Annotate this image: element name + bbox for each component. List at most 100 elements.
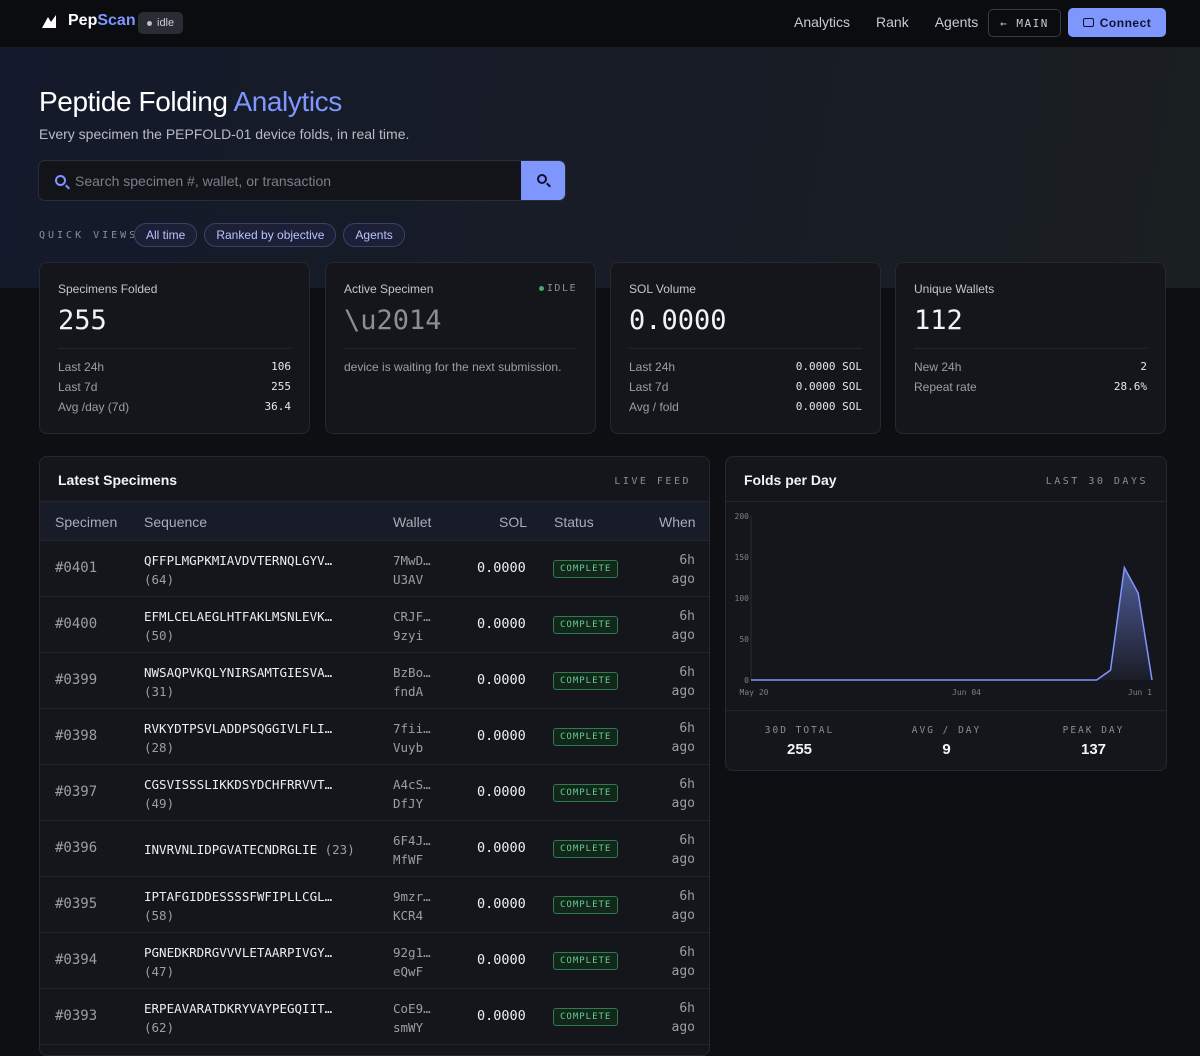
chip-ranked-by-objective[interactable]: Ranked by objective [204, 223, 337, 247]
y-tick-label: 0 [744, 676, 749, 685]
page-subtitle: Every specimen the PEPFOLD-01 device fol… [39, 126, 410, 142]
status-badge: COMPLETE [553, 560, 619, 578]
nav-links: Analytics Rank Agents [794, 14, 1004, 30]
specimen-id[interactable]: #0401 [55, 560, 98, 576]
sol-amount: 0.0000 [477, 728, 526, 744]
timestamp: 6h ago [671, 833, 695, 867]
wallet[interactable]: 7fii… Vuyb [393, 721, 431, 755]
column-header-sequence[interactable]: Sequence [144, 514, 208, 530]
search-input[interactable] [75, 161, 555, 200]
divider [344, 348, 577, 349]
wallet[interactable]: BzBo… fndA [393, 665, 431, 699]
divider [914, 348, 1147, 349]
specimen-id[interactable]: #0396 [55, 840, 98, 856]
connect-wallet-button[interactable]: Connect [1068, 8, 1166, 37]
wallet[interactable]: 6F4J… MfWF [393, 833, 431, 867]
column-header-wallet[interactable]: Wallet [393, 514, 432, 530]
card-row: Last 24h 0.0000 SOL [629, 360, 862, 374]
x-tick-label: May 20 [740, 688, 769, 697]
folds-chart: 200 150 100 50 0 May 20 Jun 04 Jun 1 [735, 512, 1153, 697]
card-row: Last 7d 0.0000 SOL [629, 380, 862, 394]
status-badge: COMPLETE [553, 616, 619, 634]
card-row: Last 24h 106 [58, 360, 291, 374]
panel-title: Latest Specimens [58, 472, 178, 488]
wallet[interactable]: 7MwD… U3AV [393, 553, 431, 587]
range-tag: LAST 30 DAYS [1045, 476, 1148, 487]
card-row: Repeat rate 28.6% [914, 380, 1147, 394]
card-unique-wallets: Unique Wallets 112 New 24h 2 Repeat rate 2… [895, 262, 1166, 434]
sequence: NWSAQPVKQLYNIRSAMTGIESVA… (31) [144, 665, 333, 699]
card-label: Active Specimen [344, 282, 434, 296]
table-row[interactable]: #0393 ERPEAVARATDKRYVAYPEGQIIT… (62) CoE9…… [40, 989, 709, 1045]
table-row[interactable]: #0398 RVKYDTPSVLADDPSQGGIVLFLI… (28) 7fii…… [40, 709, 709, 765]
table-row[interactable]: #0394 PGNEDKRDRGVVVLETAARPIVGY… (47) 92g1…… [40, 933, 709, 989]
sequence: IPTAFGIDDESSSSFWFIPLLCGL… (58) [144, 889, 333, 923]
card-sol-volume: SOL Volume 0.0000 Last 24h 0.0000 SOL Las… [610, 262, 881, 434]
nav-link-rank[interactable]: Rank [876, 14, 909, 30]
card-active-specimen: Active Specimen IDLE \u2014 device is wa… [325, 262, 596, 434]
specimen-id[interactable]: #0398 [55, 728, 98, 744]
device-status-badge: idle [138, 12, 184, 34]
specimen-id[interactable]: #0397 [55, 784, 98, 800]
table-row[interactable]: #0401 QFFPLMGPKMIAVDVTERNQLGYV… (64) 7MwD…… [40, 541, 709, 597]
connect-label: Connect [1099, 15, 1152, 30]
column-header-when[interactable]: When [659, 514, 696, 530]
card-value: \u2014 [344, 305, 442, 336]
stat-peak-day: PEAK DAY 137 [1062, 725, 1125, 758]
column-header-specimen[interactable]: Specimen [55, 514, 118, 530]
timestamp: 6h ago [671, 553, 695, 587]
wallet[interactable]: 92g1… eQwF [393, 945, 431, 979]
idle-indicator: IDLE [538, 283, 577, 294]
card-specimens-folded: Specimens Folded 255 Last 24h 106 Last 7d… [39, 262, 310, 434]
folds-per-day-panel: Folds per Day LAST 30 DAYS 200 150 100 50 0 M… [725, 456, 1167, 771]
table-row[interactable]: #0396 INVRVNLIDPGVATECNDRGLIE (23) 6F4J… Mf… [40, 821, 709, 877]
live-dot-icon [538, 286, 544, 291]
table-row[interactable]: #0400 EFMLCELAEGLHTFAKLMSNLEVK… (50) CRJF…… [40, 597, 709, 653]
nav-link-analytics[interactable]: Analytics [794, 14, 851, 30]
sequence: EFMLCELAEGLHTFAKLMSNLEVK… (50) [144, 609, 333, 643]
wallet[interactable]: CoE9… smWY [393, 1001, 431, 1035]
area-fill [751, 567, 1152, 680]
wallet[interactable]: 9mzr… KCR4 [393, 889, 431, 923]
specimen-id[interactable]: #0394 [55, 952, 98, 968]
sequence: RVKYDTPSVLADDPSQGGIVLFLI… (28) [144, 721, 333, 755]
stat-avg-per-day: AVG / DAY 9 [911, 725, 982, 758]
card-value: 0.0000 [629, 305, 727, 336]
chip-all-time[interactable]: All time [134, 223, 198, 247]
page-title: Peptide Folding Analytics [39, 86, 342, 117]
y-tick-label: 100 [735, 594, 750, 603]
status-badge: COMPLETE [553, 672, 619, 690]
timestamp: 6h ago [671, 777, 695, 811]
sol-amount: 0.0000 [477, 616, 526, 632]
brand[interactable]: PepScan [40, 12, 136, 30]
status-dot-icon [147, 20, 152, 26]
status-badge: COMPLETE [553, 728, 619, 746]
y-tick-label: 200 [735, 512, 750, 521]
sol-amount: 0.0000 [477, 672, 526, 688]
wallet-icon [1082, 18, 1094, 27]
specimen-id[interactable]: #0395 [55, 896, 98, 912]
search-button[interactable] [521, 161, 565, 200]
sequence: PGNEDKRDRGVVVLETAARPIVGY… (47) [144, 945, 333, 979]
card-row: New 24h 2 [914, 360, 1147, 374]
specimen-id[interactable]: #0399 [55, 672, 98, 688]
table-row[interactable]: #0397 CGSVISSSLIKKDSYDCHFRRVVT… (49) A4cS…… [40, 765, 709, 821]
wallet[interactable]: CRJF… 9zyi [393, 609, 431, 643]
stat-30d-total: 30D TOTAL 255 [764, 725, 835, 758]
specimen-id[interactable]: #0400 [55, 616, 98, 632]
status-badge: COMPLETE [553, 840, 619, 858]
column-header-status[interactable]: Status [554, 514, 594, 530]
table-row[interactable]: #0399 NWSAQPVKQLYNIRSAMTGIESVA… (31) BzBo…… [40, 653, 709, 709]
nav-link-agents[interactable]: Agents [934, 14, 979, 30]
chip-agents[interactable]: Agents [343, 223, 405, 247]
timestamp: 6h ago [671, 721, 695, 755]
table-row[interactable]: #0395 IPTAFGIDDESSSSFWFIPLLCGL… (58) 9mzr…… [40, 877, 709, 933]
wallet[interactable]: A4cS… DfJY [393, 777, 431, 811]
status-badge: COMPLETE [553, 952, 619, 970]
timestamp: 6h ago [671, 1001, 695, 1035]
main-button[interactable]: ← MAIN [988, 9, 1061, 37]
column-header-sol[interactable]: SOL [499, 514, 528, 530]
specimen-id[interactable]: #0393 [55, 1008, 98, 1024]
series-line [751, 565, 1153, 681]
live-feed-tag: LIVE FEED [614, 476, 691, 487]
